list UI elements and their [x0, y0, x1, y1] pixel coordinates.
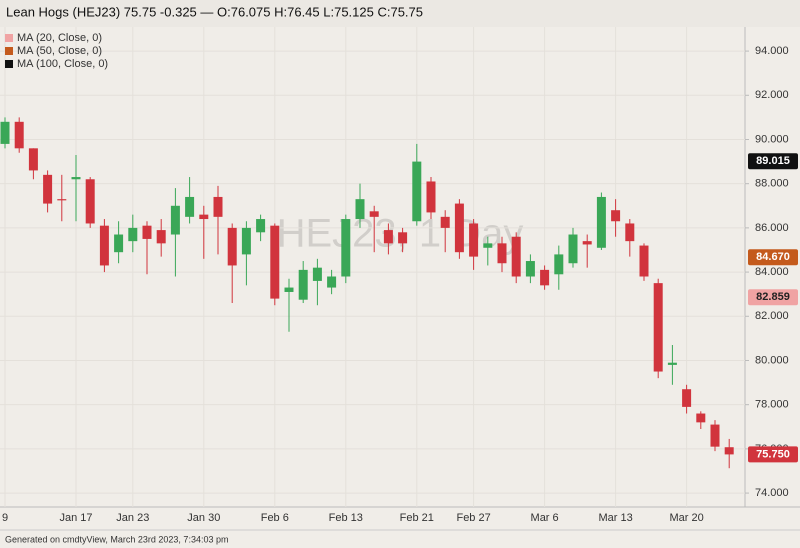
candle-body [298, 269, 308, 300]
candle-body [483, 243, 493, 248]
chart-title: Lean Hogs (HEJ23) 75.75 -0.325 — O:76.07… [6, 4, 423, 19]
candle-body [454, 203, 464, 253]
candle-body [256, 219, 266, 233]
candle-body [284, 287, 294, 292]
candle-body [469, 223, 479, 257]
candle-body [170, 205, 180, 235]
candle-body [114, 234, 124, 253]
candle-body [28, 148, 38, 171]
x-tick-label: Mar 20 [669, 512, 703, 524]
last-value-label: 84.670 [756, 251, 790, 263]
candle-body [639, 245, 649, 277]
y-tick-label: 88.000 [755, 178, 789, 190]
candle-body [199, 214, 209, 220]
x-tick-label: Feb 21 [400, 512, 434, 524]
candle-body [611, 210, 621, 222]
footer: Generated on cmdtyView, March 23rd 2023,… [5, 534, 228, 544]
candle-body [653, 283, 663, 372]
candle-body [383, 230, 393, 244]
candle-body [568, 234, 578, 264]
candle-body [43, 174, 53, 204]
last-value-tag [748, 153, 798, 170]
candle-body [596, 196, 606, 248]
x-tick-label: Feb 6 [261, 512, 289, 524]
candle-body [710, 424, 720, 447]
candle-body [511, 236, 521, 277]
header-bar [0, 0, 800, 27]
candle-body [71, 177, 81, 180]
x-tick-label: 9 [2, 512, 8, 524]
y-tick-label: 82.000 [755, 310, 789, 322]
candle-body [355, 199, 365, 220]
candle-body [14, 121, 24, 149]
y-tick-label: 74.000 [755, 487, 789, 499]
candle-body [667, 362, 677, 365]
legend-label: MA (20, Close, 0) [17, 32, 102, 44]
candle-body [412, 161, 422, 222]
last-value-label: 82.859 [756, 291, 790, 303]
x-tick-label: Jan 23 [116, 512, 149, 524]
candle-body [213, 196, 223, 217]
candle-body [696, 413, 706, 423]
candle-body [398, 232, 408, 244]
legend-swatch [5, 60, 13, 68]
x-tick-label: Jan 30 [187, 512, 220, 524]
y-tick-label: 94.000 [755, 45, 789, 57]
candle-body [341, 219, 351, 277]
candle-body [128, 227, 138, 242]
legend-swatch [5, 34, 13, 42]
legend-label: MA (100, Close, 0) [17, 58, 108, 70]
candle-body [270, 225, 280, 299]
candle-body [85, 179, 95, 224]
x-tick-label: Feb 27 [456, 512, 490, 524]
x-tick-label: Jan 17 [59, 512, 92, 524]
legend-label: MA (50, Close, 0) [17, 45, 102, 57]
candle-body [57, 199, 67, 201]
last-value-tag [748, 289, 798, 306]
last-value-label: 75.750 [756, 448, 790, 460]
candle-body [312, 267, 322, 281]
candle-body [440, 216, 450, 228]
candle-body [682, 389, 692, 407]
candle-body [554, 254, 564, 275]
candle-body [497, 243, 507, 264]
candle-body [582, 241, 592, 245]
candle-body [724, 447, 734, 455]
x-tick-label: Feb 13 [329, 512, 363, 524]
candle-body [426, 181, 436, 213]
candle-body [185, 196, 195, 217]
candle-body [0, 121, 10, 144]
y-tick-label: 84.000 [755, 266, 789, 278]
candle-body [540, 269, 550, 286]
last-value-tag [748, 446, 798, 463]
candle-body [241, 227, 251, 255]
y-tick-label: 92.000 [755, 89, 789, 101]
candle-body [142, 225, 152, 239]
candle-body [369, 211, 379, 217]
y-tick-label: 86.000 [755, 222, 789, 234]
x-tick-label: Mar 6 [531, 512, 559, 524]
y-tick-label: 80.000 [755, 354, 789, 366]
candle-body [327, 276, 337, 288]
candle-body [227, 227, 237, 266]
last-value-label: 89.015 [756, 155, 790, 167]
last-value-tag [748, 249, 798, 266]
y-tick-label: 90.000 [755, 133, 789, 145]
candle-body [625, 223, 635, 242]
candle-body [156, 230, 166, 244]
candle-body [525, 261, 535, 277]
legend-swatch [5, 47, 13, 55]
candle-body [99, 225, 109, 266]
y-tick-label: 78.000 [755, 399, 789, 411]
x-tick-label: Mar 13 [598, 512, 632, 524]
